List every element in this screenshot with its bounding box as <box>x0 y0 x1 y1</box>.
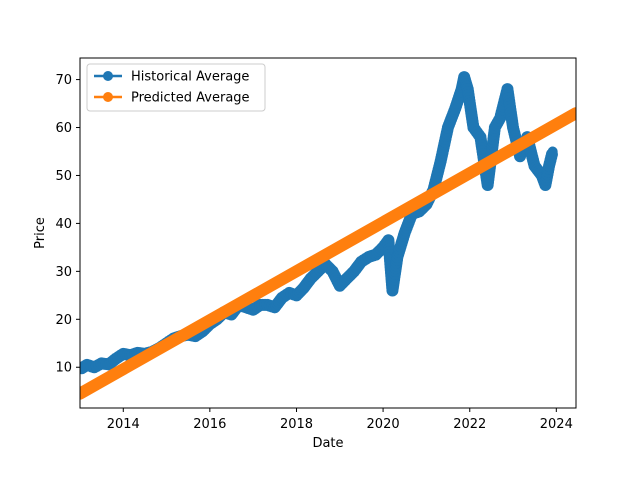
series-predicted-average <box>80 107 576 400</box>
y-tick-label: 20 <box>55 313 72 328</box>
x-tick-label: 2016 <box>193 417 226 432</box>
x-tick-label: 2018 <box>280 417 313 432</box>
legend-swatch-marker <box>103 71 113 81</box>
legend-item: Historical Average <box>94 70 249 85</box>
legend-label: Predicted Average <box>131 91 250 106</box>
y-axis: 10 20 30 40 50 60 70 <box>55 73 80 376</box>
x-tick-label: 2014 <box>107 417 140 432</box>
legend-label: Historical Average <box>131 70 249 85</box>
predicted-line <box>80 107 576 400</box>
legend-item: Predicted Average <box>94 91 250 106</box>
y-axis-label: Price <box>33 217 48 249</box>
legend-swatch-marker <box>103 92 113 102</box>
plot-series-layer <box>80 71 576 400</box>
y-tick-label: 40 <box>55 217 72 232</box>
legend-box <box>86 63 266 112</box>
x-tick-label: 2024 <box>540 417 573 432</box>
y-tick-label: 30 <box>55 265 72 280</box>
y-tick-label: 60 <box>55 121 72 136</box>
x-tick-label: 2020 <box>367 417 400 432</box>
series-historical-average <box>80 71 558 375</box>
legend: Historical Average Predicted Average <box>86 63 266 112</box>
y-tick-label: 70 <box>55 73 72 88</box>
x-tick-label: 2022 <box>453 417 486 432</box>
y-tick-label: 50 <box>55 169 72 184</box>
x-axis-label: Date <box>312 436 343 451</box>
y-tick-label: 10 <box>55 361 72 376</box>
x-axis: 2014 2016 2018 2020 2022 2024 <box>107 408 573 432</box>
plot-frame <box>79 57 577 409</box>
historical-point <box>545 148 558 161</box>
